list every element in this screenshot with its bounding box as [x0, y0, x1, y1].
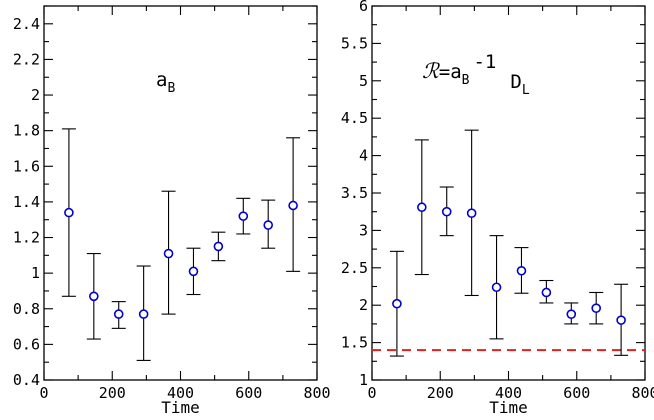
x-axis-label: Time [489, 398, 528, 417]
data-point [138, 309, 149, 319]
annotation-subscript: B [167, 81, 175, 96]
x-tick-label: 0 [367, 384, 376, 402]
annotation-label: aB [156, 69, 175, 96]
data-point [188, 266, 199, 277]
x-tick-label: 800 [631, 384, 654, 402]
data-point [213, 241, 224, 252]
y-tick-label: 2 [359, 296, 368, 314]
y-tick-label: 3.5 [341, 184, 368, 202]
data-point [591, 303, 602, 313]
y-tick-label: 0.8 [13, 300, 40, 318]
y-tick-label: 5.5 [341, 34, 368, 52]
data-point [441, 206, 452, 217]
annotation-main: a [156, 69, 167, 91]
data-point [263, 220, 274, 230]
data-point [516, 265, 527, 276]
data-point [466, 208, 477, 218]
data-point [64, 207, 74, 218]
y-tick-label: 1.2 [13, 229, 40, 247]
data-point [417, 202, 427, 213]
data-point [238, 211, 249, 221]
annotation-subscript: B [462, 73, 470, 88]
annotation-subscript: L [522, 83, 530, 98]
data-point [163, 248, 174, 259]
annotation-superscript: -1 [473, 51, 496, 73]
x-tick-label: 800 [303, 384, 330, 402]
data-point [392, 298, 402, 309]
annotation-label: ℛ=aB-1 DL [422, 51, 530, 98]
y-tick-label: 0.6 [13, 335, 40, 353]
data-point [566, 309, 577, 319]
chart-panel-left: 0 200 400 600 800 0.4 0.6 0.8 1 1.2 1.4 1.6 1.8 2 2.2 2… [13, 5, 331, 417]
plot-frame [371, 5, 646, 381]
y-tick-label: 2 [31, 86, 40, 104]
x-tick-label: 200 [99, 384, 126, 402]
y-tick-label: 2.4 [13, 15, 40, 33]
y-tick-label: 1.6 [13, 157, 40, 175]
y-tick-label: 4 [359, 147, 368, 165]
y-tick-label: 6 [359, 0, 368, 15]
x-axis-label: Time [161, 398, 200, 417]
data-point [288, 200, 298, 211]
x-tick-label: 0 [39, 384, 48, 402]
y-tick-label: 1 [359, 371, 368, 389]
data-point [541, 287, 552, 298]
x-tick-label: 600 [235, 384, 262, 402]
y-tick-label: 4.5 [341, 109, 368, 127]
chart-panel-right: 0 200 400 600 800 1 1.5 2 2.5 3 3.5 4 4.5 5 5.5 6 Time ℛ=… [341, 0, 654, 417]
y-tick-label: 0.4 [13, 371, 40, 389]
y-tick-label: 5 [359, 72, 368, 90]
y-tick-label: 1 [31, 264, 40, 282]
data-point [89, 291, 99, 302]
x-tick-label: 400 [167, 384, 194, 402]
y-tick-label: 3 [359, 221, 368, 239]
data-point [113, 309, 124, 319]
annotation-main: D [510, 71, 521, 93]
annotation-script: ℛ [422, 59, 440, 83]
plot-frame [43, 5, 318, 381]
y-tick-label: 2.5 [341, 259, 368, 277]
y-tick-label: 1.5 [341, 334, 368, 352]
x-tick-label: 400 [495, 384, 522, 402]
annotation-eq: =a [439, 61, 462, 83]
x-tick-label: 200 [427, 384, 454, 402]
data-point [616, 315, 626, 325]
data-point [491, 282, 502, 293]
x-tick-label: 600 [563, 384, 590, 402]
y-tick-label: 1.8 [13, 122, 40, 140]
y-tick-label: 1.4 [13, 193, 40, 211]
y-tick-label: 2.2 [13, 50, 40, 68]
